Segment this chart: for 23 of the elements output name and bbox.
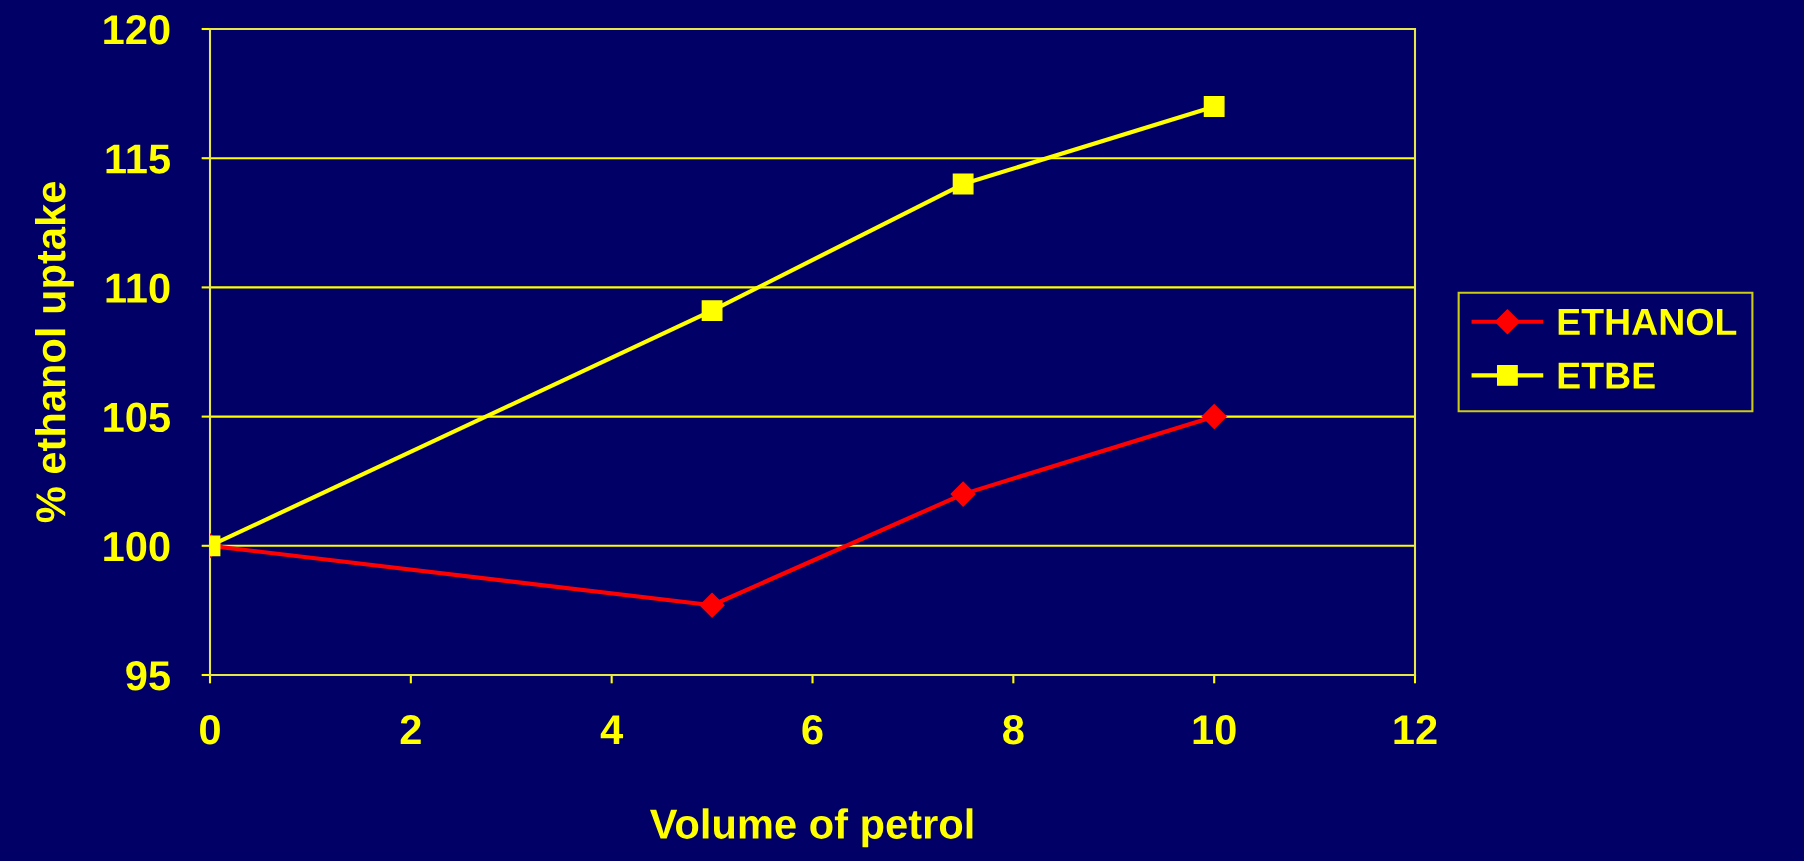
y-tick-label: 110 <box>106 273 170 303</box>
y-tick-label: 100 <box>104 531 170 562</box>
y-axis-title: % ethanol uptake <box>34 182 74 523</box>
x-tick-label: 0 <box>200 714 220 745</box>
x-axis-title: Volume of petrol <box>649 808 973 848</box>
point <box>950 481 976 507</box>
x-tick-label: 12 <box>1394 714 1437 745</box>
y-tick-label: 95 <box>126 661 170 691</box>
point <box>699 592 725 618</box>
x-tick-label: 6 <box>802 714 823 745</box>
y-tick-label: 105 <box>104 402 170 433</box>
x-tick-label: 4 <box>600 715 624 745</box>
legend-label: ETHANOL <box>1558 308 1737 336</box>
point <box>1203 96 1225 117</box>
point <box>701 300 723 322</box>
y-tick-label: 120 <box>104 15 170 45</box>
point <box>1201 404 1227 430</box>
x-tick-label: 8 <box>1003 714 1024 745</box>
point <box>952 173 974 195</box>
y-tick-label: 115 <box>106 144 170 174</box>
legend-label: ETBE <box>1558 362 1655 389</box>
x-tick-label: 10 <box>1193 714 1236 745</box>
x-tick-label: 2 <box>400 714 421 745</box>
